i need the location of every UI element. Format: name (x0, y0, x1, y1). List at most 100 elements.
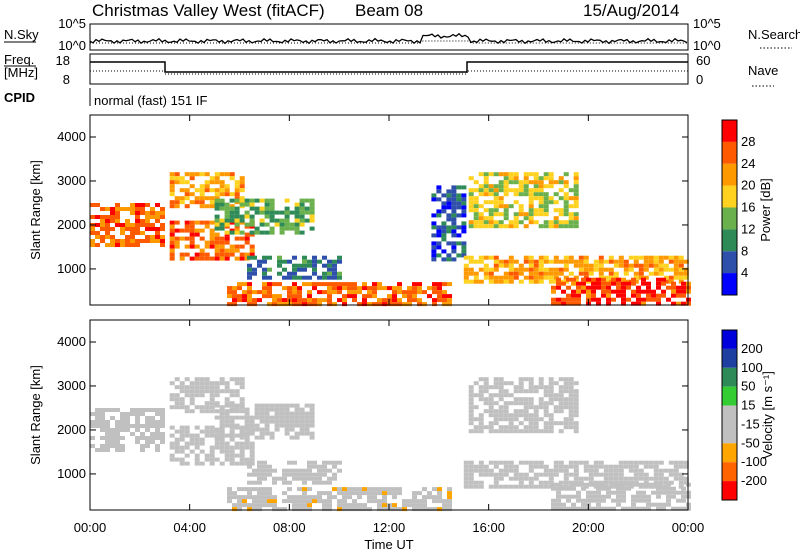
heatmap-cell (224, 214, 230, 219)
heatmap-cell (643, 275, 649, 280)
heatmap-cell (478, 204, 484, 209)
heatmap-cell (302, 282, 307, 287)
heatmap-cell (566, 301, 571, 306)
heatmap-cell (533, 409, 539, 414)
heatmap-cell (468, 224, 474, 229)
heatmap-cell (264, 415, 270, 420)
heatmap-cell (317, 499, 322, 504)
heatmap-cell (488, 385, 494, 390)
heatmap-cell (160, 235, 165, 239)
heatmap-cell (456, 185, 462, 190)
heatmap-cell (257, 491, 262, 496)
heatmap-cell (503, 188, 509, 193)
heatmap-cell (249, 453, 255, 458)
heatmap-cell (658, 460, 664, 465)
heatmap-cell (548, 413, 554, 418)
heatmap-cell (488, 425, 494, 430)
heatmap-cell (488, 468, 494, 473)
heatmap-cell (528, 200, 534, 205)
heatmap-cell (249, 441, 255, 446)
heatmap-cell (483, 224, 489, 229)
heatmap-cell (237, 282, 242, 287)
heatmap-cell (468, 255, 474, 260)
heatmap-cell (145, 424, 150, 428)
heatmap-cell (272, 480, 277, 485)
heatmap-cell (558, 401, 564, 406)
heatmap-cell (259, 407, 265, 412)
heatmap-cell (312, 464, 317, 469)
heatmap-cell (543, 389, 549, 394)
heatmap-cell (412, 507, 417, 512)
heatmap-cell (194, 389, 200, 394)
heatmap-cell (249, 431, 255, 436)
heatmap-cell (282, 275, 287, 280)
heatmap-cell (463, 480, 469, 485)
heatmap-cell (302, 476, 307, 481)
heatmap-cell (309, 202, 315, 207)
heatmap-cell (322, 491, 327, 496)
heatmap-cell (304, 218, 310, 223)
heatmap-cell (259, 210, 265, 215)
heatmap-cell (282, 286, 287, 291)
heatmap-cell (523, 188, 529, 193)
heatmap-cell (583, 263, 589, 268)
heatmap-cell (431, 213, 437, 218)
heatmap-cell (307, 468, 312, 473)
heatmap-cell (252, 271, 257, 276)
heatmap-cell (214, 248, 220, 253)
heatmap-cell (259, 222, 265, 227)
noise-right-tick-bottom: 10^0 (693, 38, 721, 53)
heatmap-cell (478, 259, 484, 264)
heatmap-cell (367, 286, 372, 291)
heatmap-cell (287, 259, 292, 264)
heatmap-cell (473, 275, 479, 280)
heatmap-cell (204, 244, 210, 249)
heatmap-cell (274, 411, 280, 416)
heatmap-cell (239, 445, 245, 450)
heatmap-cell (362, 294, 367, 299)
heatmap-cell (648, 464, 654, 469)
heatmap-cell (563, 220, 569, 225)
heatmap-cell (297, 290, 302, 295)
heatmap-cell (219, 407, 225, 412)
heatmap-cell (563, 377, 569, 382)
heatmap-cell (563, 472, 569, 477)
heatmap-cell (347, 491, 352, 496)
heatmap-cell (214, 198, 220, 203)
freq-unit-label: [MHz] (4, 65, 38, 80)
heatmap-cell (120, 227, 125, 231)
heatmap-cell (337, 507, 342, 512)
heatmap-cell (367, 491, 372, 496)
heatmap-cell (436, 197, 442, 202)
heatmap-cell (115, 239, 120, 243)
heatmap-cell (508, 401, 514, 406)
heatmap-cell (613, 271, 619, 276)
heatmap-cell (357, 290, 362, 295)
heatmap-cell (130, 231, 135, 235)
heatmap-cell (488, 192, 494, 197)
heatmap-cell (523, 259, 529, 264)
heatmap-cell (294, 415, 300, 420)
heatmap-cell (543, 385, 549, 390)
heatmap-cell (294, 214, 300, 219)
heatmap-cell (242, 294, 247, 299)
heatmap-cell (115, 223, 120, 227)
heatmap-cell (573, 389, 579, 394)
heatmap-cell (518, 472, 524, 477)
heatmap-cell (493, 275, 499, 280)
heatmap-cell (199, 184, 205, 189)
heatmap-cell (257, 507, 262, 512)
heatmap-cell (573, 429, 579, 434)
heatmap-cell (436, 253, 442, 258)
heatmap-cell (179, 200, 185, 205)
heatmap-cell (174, 457, 180, 462)
heatmap-cell (543, 409, 549, 414)
heatmap-cell (224, 389, 230, 394)
heatmap-cell (115, 219, 120, 223)
heatmap-cell (576, 285, 581, 290)
heatmap-cell (451, 193, 457, 198)
heatmap-cell (262, 294, 267, 299)
heatmap-cell (407, 286, 412, 291)
heatmap-cell (571, 301, 576, 306)
heatmap-cell (160, 223, 165, 227)
